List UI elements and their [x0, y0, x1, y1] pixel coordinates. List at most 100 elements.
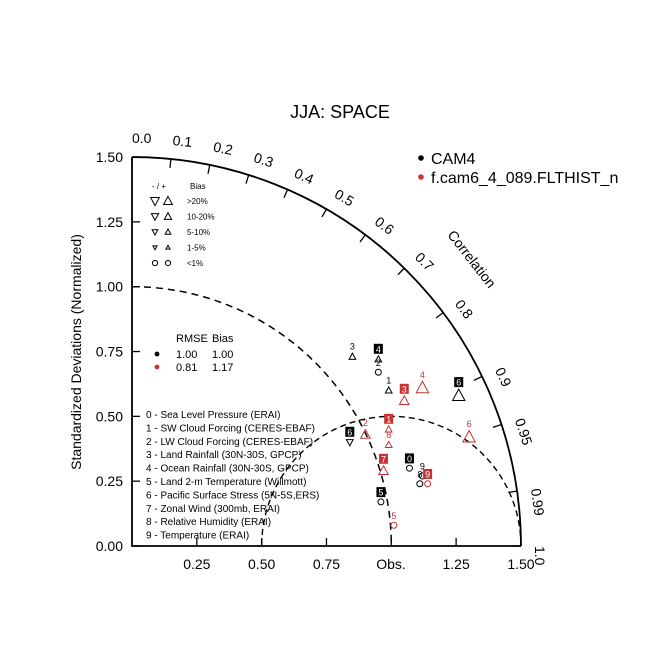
point-label: 2	[376, 358, 381, 368]
point-label: 2	[363, 418, 368, 428]
x-tick-label: 1.50	[507, 556, 534, 572]
data-point: 2	[359, 418, 371, 439]
data-point: 5	[390, 511, 398, 529]
point-label: 6	[467, 419, 472, 429]
obs-label: Obs.	[376, 556, 406, 572]
correlation-tick-mark	[397, 267, 405, 276]
marker-triangle	[451, 388, 466, 401]
correlation-tick-mark	[492, 423, 502, 428]
correlation-tick-label: 1.0	[532, 546, 548, 566]
marker-triangle	[398, 394, 410, 406]
point-label-box	[454, 377, 464, 388]
marker-triangle	[384, 440, 393, 448]
data-point: 3	[398, 383, 410, 406]
point-label: 1	[386, 375, 391, 385]
bias-key: - / + Bias >20% 10-20% 5-10% 1-5% <1%	[149, 182, 215, 268]
legend-label-cam4: CAM4	[431, 151, 476, 168]
variable-entry: 2 - LW Cloud Forcing (CERES-EBAF)	[146, 437, 313, 448]
y-tick-label: 0.50	[96, 408, 123, 424]
point-label-box	[384, 413, 394, 424]
correlation-tick-mark	[169, 158, 172, 169]
marker-triangle	[384, 424, 393, 433]
marker-circle	[377, 498, 385, 506]
x-tick-label: 0.75	[313, 556, 340, 572]
point-label: 3	[350, 342, 355, 352]
point-label: 5	[391, 511, 396, 521]
bias-key-plus-marker	[163, 211, 173, 220]
point-label-box	[345, 426, 355, 437]
point-label: 9	[420, 462, 425, 472]
x-axis-ticks: 0.25 0.50 0.75 1.25 1.50	[183, 538, 535, 572]
data-point: 5	[376, 487, 386, 506]
legend-label-cam6: f.cam6_4_089.FLTHIST_n	[431, 170, 618, 187]
y-tick-label: 0.75	[96, 344, 123, 360]
legend-marker-cam4	[418, 155, 424, 161]
point-label: 7	[381, 454, 386, 464]
marker-triangle	[462, 429, 477, 443]
correlation-tick-label: 0.3	[252, 149, 276, 170]
bias-key-label: 10-20%	[187, 213, 215, 222]
point-label: 9	[425, 469, 430, 479]
bias-key-label: 5-10%	[187, 228, 210, 237]
point-label: 8	[386, 430, 391, 440]
marker-circle	[424, 480, 432, 488]
variable-entry: 6 - Pacific Surface Stress (5N-5S,ERS)	[146, 490, 319, 501]
bias-key-label: 1-5%	[187, 244, 206, 253]
y-axis-label: Standardized Deviations (Normalized)	[68, 234, 84, 470]
bias-key-minus-marker	[151, 259, 159, 267]
correlation-tick-label: 0.4	[292, 165, 316, 188]
marker-triangle	[377, 464, 390, 476]
bias-key-header-left: - / +	[152, 182, 166, 191]
bias-key-minus-marker	[151, 229, 159, 237]
variable-entry: 8 - Relative Humidity (ERAI)	[146, 517, 271, 528]
summary-marker	[154, 364, 160, 370]
point-label-box	[379, 453, 389, 464]
bias-key-label: <1%	[187, 259, 203, 268]
correlation-tick-mark	[245, 174, 250, 184]
summary-bias-value: 1.17	[212, 362, 233, 374]
data-point: 0	[404, 453, 414, 472]
summary-bias-value: 1.00	[212, 349, 233, 361]
summary-marker	[154, 351, 160, 357]
data-point: 1	[384, 375, 393, 394]
legend-marker-cam6	[418, 174, 424, 180]
correlation-tick-label: 0.7	[412, 249, 437, 274]
correlation-tick-mark	[435, 312, 444, 319]
y-tick-label: 0.25	[96, 473, 123, 489]
point-label-box	[399, 383, 409, 394]
legend: CAM4 f.cam6_4_089.FLTHIST_n	[418, 151, 618, 187]
data-point: 6	[451, 377, 466, 401]
correlation-tick-label: 0.0	[132, 130, 152, 146]
bias-key-minus-marker	[150, 213, 160, 222]
summary-rmse-value: 0.81	[176, 362, 197, 374]
chart-title: JJA: SPACE	[290, 102, 390, 122]
variable-list: 0 - Sea Level Pressure (ERAI) 1 - SW Clou…	[146, 410, 319, 542]
marker-triangle	[415, 380, 430, 394]
bias-key-plus-marker	[164, 259, 172, 267]
point-label: 1	[386, 414, 391, 424]
data-point: 6	[345, 426, 355, 447]
correlation-tick-mark	[321, 208, 328, 218]
summary-rmse-value: 1.00	[176, 349, 197, 361]
bias-key-plus-marker	[164, 227, 172, 235]
correlation-tick-label: 0.9	[492, 365, 515, 390]
correlation-tick-mark	[359, 234, 366, 243]
bias-key-header-right: Bias	[190, 182, 206, 191]
correlation-tick-mark	[283, 189, 289, 199]
correlation-label: Correlation	[445, 227, 500, 291]
summary-header-bias: Bias	[212, 333, 234, 345]
y-tick-label: 0.00	[96, 538, 123, 554]
correlation-tick-label: 0.99	[528, 487, 548, 516]
bias-key-minus-marker	[152, 245, 158, 251]
x-tick-label: 1.25	[443, 556, 470, 572]
bias-key-minus-marker	[149, 197, 161, 207]
x-tick-label: 0.50	[248, 556, 275, 572]
variable-entry: 4 - Ocean Rainfall (30N-30S, GPCP)	[146, 464, 309, 475]
correlation-tick-label: 0.6	[372, 213, 397, 238]
variable-entry: 5 - Land 2-m Temperature (Willmott)	[146, 477, 306, 488]
point-label-box	[423, 468, 433, 479]
variable-entry: 1 - SW Cloud Forcing (CERES-EBAF)	[146, 423, 315, 434]
y-tick-label: 1.50	[96, 149, 123, 165]
